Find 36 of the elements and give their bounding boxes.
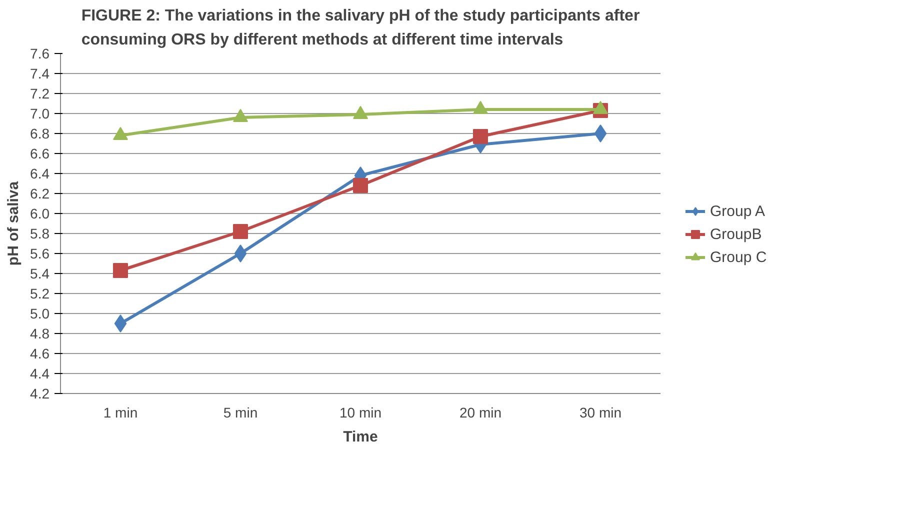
y-tick-label: 4.6 (30, 346, 50, 362)
y-tick-label: 7.4 (30, 66, 50, 82)
x-tick-label: 10 min (339, 404, 382, 420)
x-tick-label: 1 min (103, 404, 138, 420)
point (114, 314, 127, 332)
point (233, 224, 248, 239)
y-tick-label: 6.2 (30, 186, 50, 202)
legend-label: Group C (710, 248, 767, 266)
y-tick-label: 5.2 (30, 286, 50, 302)
y-axis-title: pH of saliva (5, 180, 22, 266)
y-tick-label: 5.4 (30, 266, 50, 282)
chart-title: FIGURE 2: The variations in the salivary pH of the study participants after consuming ORS by different methods at different time intervals (81, 8, 640, 48)
point (473, 129, 488, 144)
y-tick-label: 4.4 (30, 366, 50, 382)
x-tick-label: 5 min (223, 404, 258, 420)
y-tick-label: 7.6 (30, 46, 50, 62)
y-tick-label: 5.0 (30, 306, 50, 322)
y-tick-label: 7.0 (30, 106, 50, 122)
legend-label: GroupB (710, 226, 762, 242)
y-tick-label: 5.8 (30, 226, 50, 242)
x-tick-label: 30 min (579, 404, 622, 420)
y-tick-label: 4.2 (30, 386, 50, 402)
legend-label: Group A (710, 202, 766, 220)
y-tick-label: 6.0 (30, 206, 50, 222)
y-tick-label: 4.8 (30, 326, 50, 342)
y-tick-label: 7.2 (30, 86, 50, 102)
point (353, 178, 368, 193)
x-tick-label: 20 min (459, 404, 502, 420)
point (113, 263, 128, 278)
y-tick-label: 6.6 (30, 146, 50, 162)
y-tick-label: 6.8 (30, 126, 50, 142)
point (234, 244, 247, 262)
y-tick-label: 5.6 (30, 246, 50, 262)
y-tick-label: 6.4 (30, 166, 50, 182)
point (594, 124, 607, 142)
x-axis-title: Time (343, 428, 378, 446)
